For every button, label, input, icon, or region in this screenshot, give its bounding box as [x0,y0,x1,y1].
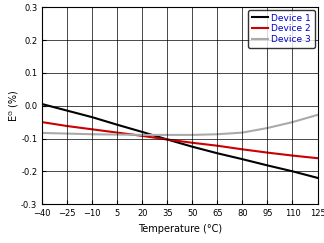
Y-axis label: Eᴳ (%): Eᴳ (%) [8,90,18,121]
Device 1 [40,103,44,105]
Device 3 [316,113,319,116]
Device 1 [165,138,169,141]
Line: Device 3: Device 3 [42,115,318,135]
X-axis label: Temperature (°C): Temperature (°C) [138,224,222,234]
Legend: Device 1, Device 2, Device 3: Device 1, Device 2, Device 3 [248,10,315,48]
Device 2 [316,157,319,160]
Device 2 [265,151,269,154]
Device 3 [40,131,44,134]
Device 3 [90,133,94,136]
Device 2 [291,154,295,157]
Device 3 [240,131,244,134]
Device 3 [215,133,219,136]
Device 2 [165,138,169,141]
Device 1 [65,109,69,112]
Device 3 [291,121,295,123]
Device 3 [140,133,144,136]
Device 3 [115,133,119,136]
Device 1 [115,123,119,126]
Device 3 [165,133,169,136]
Line: Device 1: Device 1 [42,104,318,178]
Line: Device 2: Device 2 [42,122,318,158]
Device 3 [265,127,269,130]
Device 1 [240,158,244,161]
Device 1 [215,152,219,155]
Device 2 [90,128,94,131]
Device 1 [90,116,94,119]
Device 2 [65,125,69,128]
Device 3 [191,133,194,136]
Device 2 [240,148,244,151]
Device 1 [140,130,144,133]
Device 2 [40,121,44,123]
Device 1 [291,170,295,173]
Device 1 [191,145,194,148]
Device 2 [140,134,144,137]
Device 3 [65,132,69,135]
Device 1 [265,164,269,167]
Device 2 [215,144,219,147]
Device 2 [115,131,119,134]
Device 2 [191,141,194,144]
Device 1 [316,176,319,179]
